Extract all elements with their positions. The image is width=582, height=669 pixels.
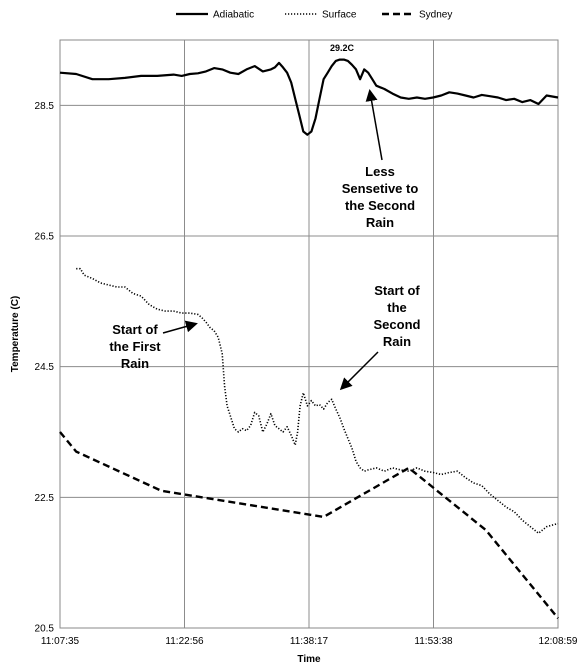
annotations: 29.2C Less Sensetive to the Second Rain … — [109, 43, 421, 391]
series-line-sydney — [59, 431, 559, 619]
x-tick-label: 11:07:35 — [41, 636, 80, 647]
second-rain-line-1: Start of — [374, 283, 420, 298]
less-sensitive-line-2: Sensetive to — [342, 181, 419, 196]
less-sensitive-line-4: Rain — [366, 215, 394, 230]
less-sensitive-line-3: the Second — [345, 198, 415, 213]
series-line-surface — [76, 267, 559, 535]
chart-legend: Adiabatic Surface Sydney — [176, 10, 452, 21]
second-rain-line-2: the — [387, 300, 407, 315]
second-rain-line-4: Rain — [383, 334, 411, 349]
y-tick-label: 24.5 — [35, 362, 55, 373]
y-tick-label: 28.5 — [35, 101, 55, 112]
less-sensitive-line-1: Less — [365, 164, 395, 179]
x-axis-title: Time — [297, 654, 321, 665]
legend-label-adiabatic: Adiabatic — [213, 10, 254, 21]
peak-value-label: 29.2C — [330, 43, 355, 53]
y-axis-ticks: 20.5 22.5 24.5 26.5 28.5 — [35, 101, 55, 635]
first-rain-line-1: Start of — [112, 322, 158, 337]
x-tick-label: 12:08:59 — [539, 636, 578, 647]
x-tick-label: 11:38:17 — [290, 636, 329, 647]
series-line-adiabatic — [59, 58, 559, 136]
x-tick-label: 11:53:38 — [414, 636, 453, 647]
y-tick-label: 22.5 — [35, 493, 55, 504]
y-tick-label: 26.5 — [35, 232, 55, 243]
y-tick-label: 20.5 — [35, 624, 55, 635]
second-rain-line-3: Second — [374, 317, 421, 332]
x-axis-ticks: 11:07:35 11:22:56 11:38:17 11:53:38 12:08:59 — [41, 636, 578, 647]
first-rain-line-3: Rain — [121, 356, 149, 371]
x-tick-label: 11:22:56 — [165, 636, 204, 647]
series-lines — [59, 58, 559, 619]
plot-area-frame — [59, 39, 559, 629]
y-axis-title: Temperature (C) — [10, 296, 21, 373]
first-rain-arrow — [162, 320, 198, 334]
second-rain-arrow — [339, 351, 379, 391]
first-rain-line-2: the First — [109, 339, 161, 354]
legend-label-surface: Surface — [322, 10, 357, 21]
legend-label-sydney: Sydney — [419, 10, 452, 21]
less-sensitive-arrow — [365, 89, 383, 161]
